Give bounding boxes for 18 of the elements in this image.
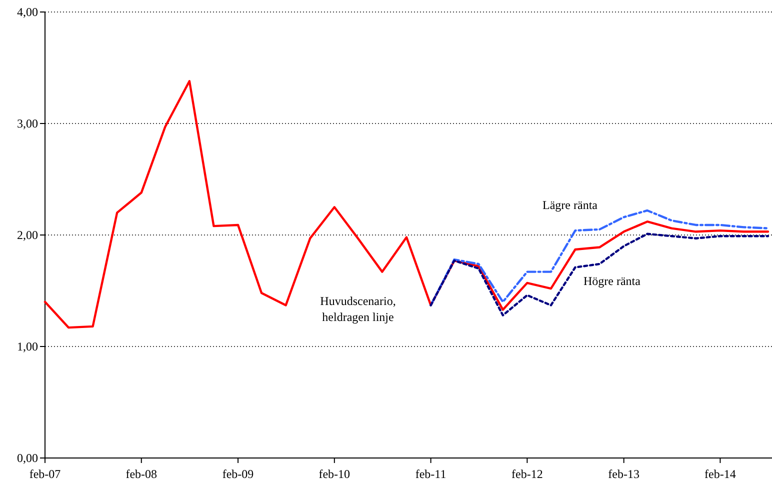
x-tick-label: feb-11 bbox=[415, 467, 446, 481]
series-label: Högre ränta bbox=[584, 274, 642, 288]
series-label: Lägre ränta bbox=[542, 198, 598, 212]
x-tick-label: feb-09 bbox=[222, 467, 254, 481]
x-tick-label: feb-07 bbox=[29, 467, 61, 481]
line-series bbox=[44, 80, 770, 329]
y-tick-label: 0,00 bbox=[17, 451, 38, 466]
x-tick-label: feb-13 bbox=[608, 467, 640, 481]
line-series bbox=[430, 232, 770, 316]
y-tick-label: 3,00 bbox=[17, 116, 38, 131]
x-tick-label: feb-14 bbox=[704, 467, 736, 481]
text: Huvudscenario, heldragen linje bbox=[320, 294, 396, 324]
x-tick-label: feb-08 bbox=[126, 467, 158, 481]
y-tick-label: 2,00 bbox=[17, 228, 38, 242]
y-tick-label: 1,00 bbox=[17, 340, 38, 354]
x-tick-label: feb-10 bbox=[318, 467, 350, 481]
x-tick-label: feb-12 bbox=[512, 467, 543, 481]
y-tick-label: 4,00 bbox=[17, 5, 38, 20]
